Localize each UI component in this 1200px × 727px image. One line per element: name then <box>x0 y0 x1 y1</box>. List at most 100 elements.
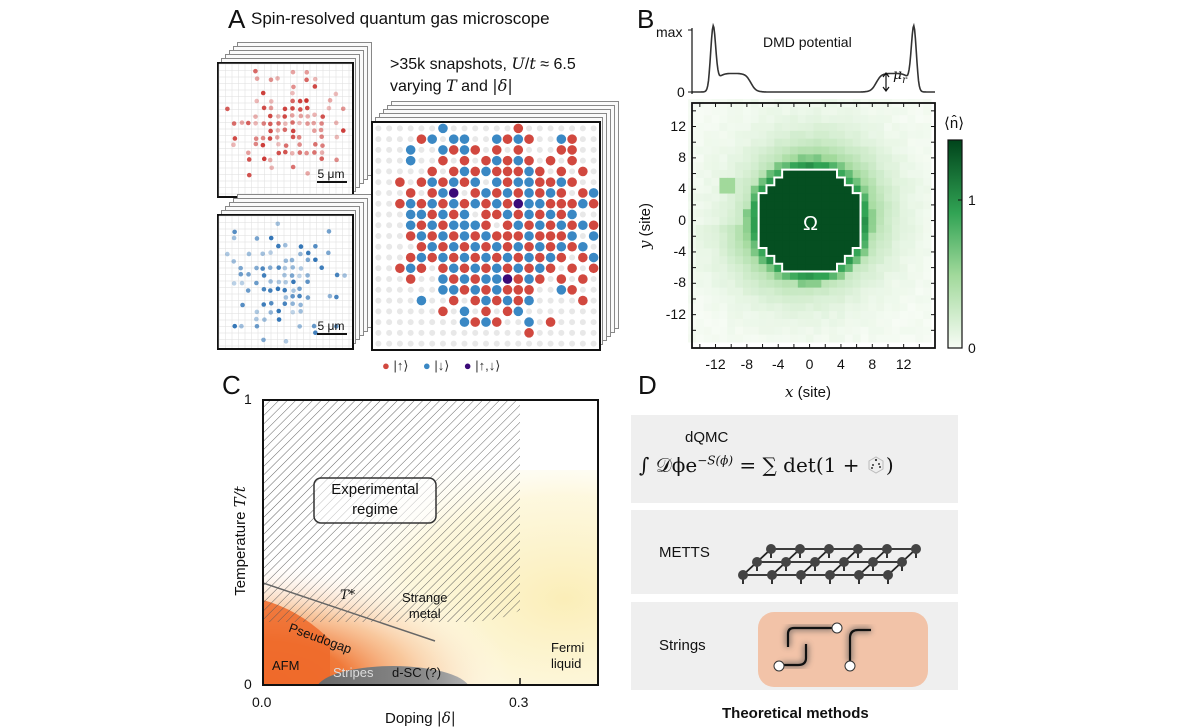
site-occupation-dot <box>502 241 513 252</box>
atom-fluorescence-spot <box>253 141 259 147</box>
atom-fluorescence-spot <box>326 105 332 111</box>
site-occupation-dot <box>491 155 502 166</box>
density-cell <box>750 208 760 218</box>
atom-fluorescence-spot <box>283 258 289 264</box>
site-occupation-dot <box>588 252 599 263</box>
atom-fluorescence-spot <box>282 242 288 248</box>
density-cell <box>750 216 760 225</box>
atom-fluorescence-spot <box>260 266 265 271</box>
experimental-regime-label: Experimental regime <box>318 480 432 520</box>
density-cell <box>789 200 799 210</box>
density-cell <box>774 295 783 304</box>
density-cell <box>876 146 885 155</box>
density-cell <box>719 169 728 178</box>
density-cell <box>829 122 838 131</box>
tensor-node <box>738 570 748 580</box>
atom-fluorescence-spot <box>253 68 258 74</box>
density-cell <box>766 302 775 312</box>
density-cell <box>774 208 783 218</box>
density-cell <box>774 114 783 123</box>
density-cell <box>868 287 877 296</box>
atom-fluorescence-spot <box>305 279 310 285</box>
atom-fluorescence-spot <box>238 265 243 271</box>
density-cell <box>735 279 744 288</box>
density-cell <box>837 287 846 296</box>
atom-fluorescence-spot <box>326 229 332 234</box>
density-cell <box>766 334 775 343</box>
scale-bar-label: 5 μm <box>318 319 345 333</box>
site-occupation-dot <box>470 166 481 177</box>
atom-fluorescence-spot <box>340 106 346 112</box>
density-cell <box>813 153 822 163</box>
density-cell <box>821 248 830 257</box>
density-cell <box>923 146 932 155</box>
tensor-node <box>795 544 805 554</box>
atom-fluorescence-spot <box>282 106 288 112</box>
density-cell <box>782 232 791 241</box>
density-cell <box>719 161 728 171</box>
density-cell <box>837 240 846 249</box>
density-cell <box>711 177 720 186</box>
density-cell <box>703 287 712 296</box>
density-cell <box>782 122 791 131</box>
density-cell <box>837 255 846 265</box>
atom-fluorescence-spot <box>239 280 245 286</box>
density-cell <box>923 232 932 241</box>
density-cell <box>876 248 885 257</box>
density-cell <box>915 193 924 202</box>
site-occupation-dot <box>524 241 534 252</box>
density-cell <box>876 287 885 296</box>
density-cell <box>742 232 752 241</box>
density-cell <box>860 334 869 343</box>
spin-up-dot-icon: ● <box>382 358 390 373</box>
density-cell <box>915 318 924 327</box>
site-occupation-dot <box>438 263 448 274</box>
site-occupation-dot <box>491 263 502 274</box>
density-cell <box>727 232 736 241</box>
density-cell <box>907 122 916 131</box>
site-occupation-dot <box>395 177 405 187</box>
site-occupation-dot <box>470 263 481 274</box>
density-cell <box>915 161 924 171</box>
density-cell <box>750 106 760 116</box>
density-cell <box>797 153 807 163</box>
density-cell <box>860 146 869 155</box>
density-cell <box>907 326 916 335</box>
density-cell <box>891 302 901 312</box>
density-cell <box>789 216 799 225</box>
atom-fluorescence-spot <box>276 121 281 126</box>
site-occupation-dot <box>470 274 481 284</box>
density-cell <box>891 334 901 343</box>
density-cell <box>782 334 791 343</box>
atom-fluorescence-spot <box>320 143 325 148</box>
site-occupation-dot <box>535 177 545 187</box>
density-cell <box>868 185 877 194</box>
density-cell <box>852 248 861 257</box>
density-cell <box>774 177 783 186</box>
density-cell <box>829 169 838 178</box>
density-cell <box>750 334 760 343</box>
density-cell <box>829 248 838 257</box>
atom-fluorescence-spot <box>290 128 296 134</box>
site-occupation-dot <box>524 317 534 327</box>
site-occupation-dot <box>513 166 524 177</box>
density-cell <box>876 114 885 123</box>
density-cell <box>923 122 932 131</box>
density-cell <box>829 153 838 163</box>
density-cell <box>782 185 791 194</box>
density-cell <box>782 255 791 265</box>
atom-fluorescence-spot <box>225 251 230 257</box>
atom-fluorescence-spot <box>231 121 237 126</box>
x-tick-label: 4 <box>837 356 845 372</box>
density-cell <box>844 130 854 139</box>
density-cell <box>766 255 775 265</box>
density-cell <box>805 326 814 335</box>
density-cell <box>782 106 791 116</box>
colorbar-label: ⟨n̂⟩ <box>944 115 965 132</box>
density-cell <box>703 106 712 116</box>
density-cell <box>797 302 807 312</box>
density-cell <box>789 310 799 319</box>
atom-fluorescence-spot <box>304 98 309 103</box>
density-cell <box>860 185 869 194</box>
density-cell <box>735 240 744 249</box>
